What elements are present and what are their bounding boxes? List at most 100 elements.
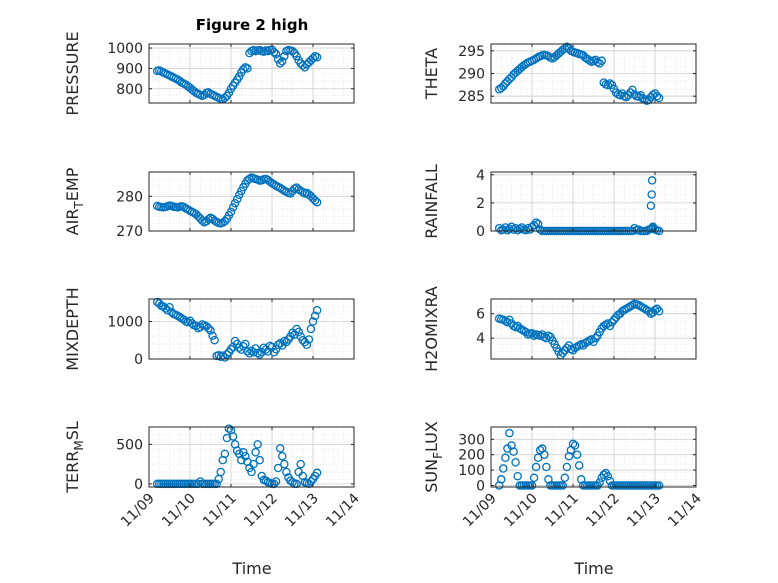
data-point: [230, 198, 240, 208]
data-point: [591, 333, 600, 343]
y-tick-label: 270: [116, 224, 143, 240]
axes-frame: [490, 171, 697, 232]
data-point: [501, 453, 510, 463]
data-point: [220, 449, 230, 459]
y-tick-label: 0: [134, 477, 143, 493]
data-point: [234, 343, 244, 352]
x-axis-label-right: Time: [573, 559, 613, 578]
x-tick-label: 11/11: [200, 491, 240, 531]
y-tick-label: 6: [476, 307, 485, 323]
data-point: [195, 322, 205, 332]
data-point: [253, 440, 262, 449]
y-tick-label: 290: [458, 67, 485, 83]
data-point: [605, 79, 615, 88]
data-point: [273, 463, 283, 473]
data-point: [560, 473, 570, 483]
data-point: [503, 318, 512, 327]
x-tick-label: 11/13: [624, 491, 664, 531]
data-point: [494, 223, 504, 233]
subplot-rainfall: 0 2 4 RAINFALL: [422, 164, 697, 240]
y-tick-label: 500: [116, 437, 143, 453]
data-point: [312, 197, 322, 207]
data-point: [220, 93, 230, 103]
x-tick-label: 11/09: [118, 491, 158, 531]
data-point: [198, 216, 207, 225]
data-point: [165, 302, 174, 312]
data-point: [277, 185, 287, 194]
data-point: [648, 222, 658, 232]
x-tick-label: 11/10: [501, 491, 541, 531]
data-point: [652, 91, 662, 101]
data-point: [282, 467, 291, 477]
data-point: [527, 481, 537, 490]
subplot-pressure: 800 900 1000 PRESSURE: [63, 31, 355, 116]
y-tick-label: 1000: [107, 41, 143, 57]
data-point: [306, 324, 316, 334]
data-point: [275, 338, 285, 348]
axes-frame: [148, 171, 355, 232]
data-point: [271, 477, 281, 486]
data-point: [558, 481, 568, 490]
data-point: [292, 51, 301, 61]
data-point: [216, 467, 225, 477]
data-point: [560, 346, 570, 355]
data-point: [204, 214, 213, 224]
data-point: [535, 225, 545, 234]
data-point: [243, 64, 252, 73]
data-point: [224, 424, 234, 433]
data-point: [224, 88, 234, 98]
data-point: [232, 194, 242, 204]
y-axis-label: SUNFLUX: [422, 421, 445, 493]
data-point: [644, 306, 654, 316]
data-point: [302, 340, 312, 349]
data-point: [241, 451, 250, 461]
data-point: [253, 348, 262, 358]
data-point: [239, 341, 248, 351]
data-point: [243, 347, 252, 356]
x-tick-label: 11/11: [542, 491, 582, 531]
data-point: [206, 326, 215, 335]
data-point: [273, 340, 283, 349]
subplot-terr-msl: 0 500 TERRMSL 11/09 11/10 11/11 11/12 11/13 11/1…: [63, 421, 363, 530]
data-point: [515, 224, 524, 234]
data-point: [603, 471, 613, 481]
subplot-air-temp: 270 280 AIRTEMP: [63, 167, 355, 240]
data-point: [531, 218, 541, 227]
data-point: [499, 464, 508, 473]
data-point: [226, 344, 236, 354]
x-axis-label-left: Time: [231, 559, 271, 578]
y-tick-label: 285: [458, 89, 485, 105]
data-point: [652, 304, 662, 314]
data-point: [271, 344, 281, 354]
data-point: [251, 344, 260, 353]
data-point: [183, 205, 193, 214]
y-axis-label: TERRMSL: [63, 421, 86, 494]
data-point: [531, 462, 541, 472]
data-point: [312, 468, 322, 478]
data-point: [228, 432, 238, 441]
x-tick-label: 11/14: [323, 490, 363, 530]
data-point: [286, 189, 295, 198]
data-point: [647, 176, 657, 185]
data-point: [247, 467, 256, 477]
data-point: [280, 459, 289, 469]
x-tick-label: 11/12: [583, 491, 623, 531]
data-point: [200, 90, 209, 100]
data-point: [542, 462, 551, 472]
data-point: [222, 433, 232, 443]
y-tick-label: 0: [476, 478, 485, 494]
data-point: [294, 327, 303, 337]
data-point: [288, 478, 297, 487]
y-tick-label: 4: [476, 331, 485, 347]
data-point: [511, 223, 520, 233]
data-point: [277, 451, 287, 461]
data-point: [513, 471, 522, 481]
data-point: [628, 85, 637, 95]
y-axis-label: MIXDEPTH: [63, 287, 82, 370]
y-tick-label: 100: [458, 463, 485, 479]
data-point: [647, 190, 656, 199]
x-tick-label: 11/10: [159, 491, 199, 531]
data-point: [607, 80, 617, 90]
